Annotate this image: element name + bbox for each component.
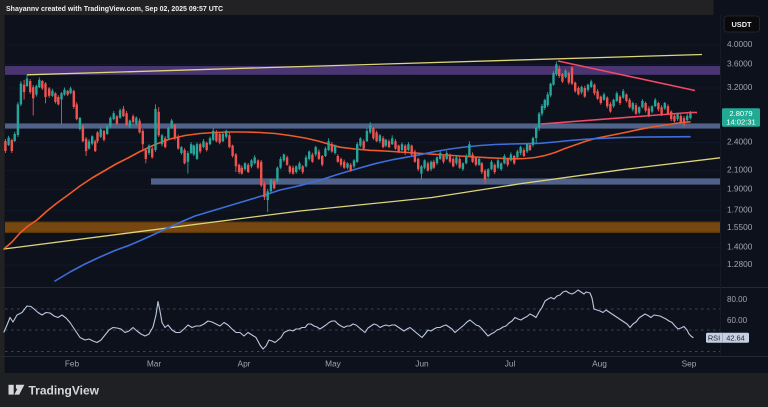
svg-text:2.8079: 2.8079 — [729, 109, 752, 118]
svg-text:TradingView: TradingView — [29, 384, 100, 398]
svg-text:3.2000: 3.2000 — [727, 82, 753, 92]
svg-text:14:02:31: 14:02:31 — [726, 118, 756, 127]
svg-text:RSI: RSI — [708, 333, 720, 342]
svg-text:1.7000: 1.7000 — [727, 205, 753, 215]
svg-text:Shayannv created with TradingV: Shayannv created with TradingView.com, S… — [6, 6, 223, 13]
svg-text:4.0000: 4.0000 — [727, 39, 753, 49]
svg-text:Jun: Jun — [415, 359, 429, 369]
svg-text:1.5500: 1.5500 — [727, 222, 753, 232]
svg-text:Sep: Sep — [682, 359, 697, 369]
svg-text:Aug: Aug — [592, 359, 607, 369]
svg-text:Mar: Mar — [147, 359, 162, 369]
svg-text:2.1000: 2.1000 — [727, 165, 753, 175]
svg-text:Feb: Feb — [65, 359, 80, 369]
svg-text:80.00: 80.00 — [727, 295, 748, 304]
svg-text:1.2800: 1.2800 — [727, 259, 753, 269]
svg-text:2.4000: 2.4000 — [727, 137, 753, 147]
svg-text:May: May — [325, 359, 342, 369]
svg-text:1.4000: 1.4000 — [727, 242, 753, 252]
svg-text:Apr: Apr — [238, 359, 251, 369]
svg-text:1.9000: 1.9000 — [727, 184, 753, 194]
svg-text:Jul: Jul — [505, 359, 516, 369]
svg-text:60.00: 60.00 — [727, 316, 748, 325]
svg-text:3.6000: 3.6000 — [727, 59, 753, 69]
svg-text:42.64: 42.64 — [726, 333, 745, 342]
svg-text:USDT: USDT — [731, 20, 752, 29]
